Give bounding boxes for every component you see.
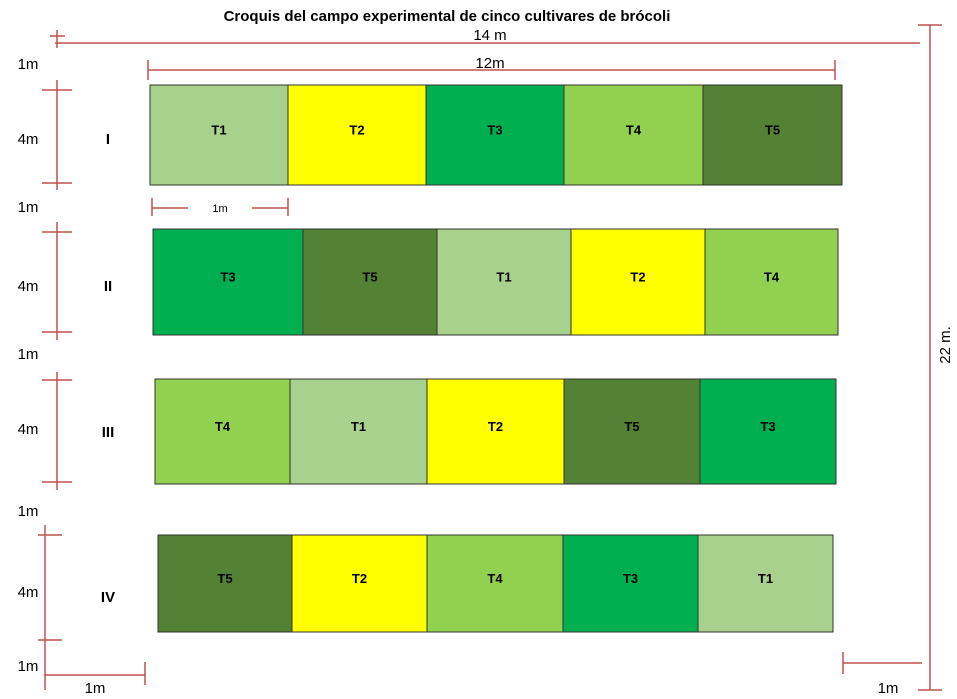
- plot-label: T2: [488, 419, 503, 434]
- plot-label: T4: [764, 269, 780, 284]
- plot: [149, 84, 289, 186]
- total-width: 14 m: [473, 27, 506, 44]
- plot-label: T3: [487, 122, 502, 137]
- side-dimension: 4m: [18, 584, 39, 601]
- plot-label: T3: [623, 571, 638, 586]
- total-length: 22 m.: [937, 326, 954, 364]
- plot-label: T4: [215, 419, 231, 434]
- bottom-right: 1m: [878, 680, 899, 697]
- plot: [287, 84, 427, 186]
- plot: [152, 228, 304, 336]
- plot-label: T5: [217, 571, 232, 586]
- plot: [426, 534, 564, 633]
- bottom-left: 1m: [85, 680, 106, 697]
- plot-label: T5: [362, 269, 377, 284]
- plots-width: 12m: [475, 55, 504, 72]
- plot-label: T3: [220, 269, 235, 284]
- plot-label: T1: [351, 419, 366, 434]
- plot: [697, 534, 834, 633]
- plot: [704, 228, 839, 336]
- block-label: I: [106, 131, 110, 148]
- plot: [289, 378, 428, 485]
- plot-label: T2: [349, 122, 364, 137]
- plot: [302, 228, 438, 336]
- plot-label: T1: [211, 122, 226, 137]
- dimension-lines: [38, 24, 942, 691]
- plot: [570, 228, 706, 336]
- plot-width: 1m: [212, 203, 227, 215]
- side-dimension: 4m: [18, 278, 39, 295]
- plot-label: T4: [626, 122, 642, 137]
- block-label: IV: [101, 589, 115, 606]
- plot-label: T1: [758, 571, 773, 586]
- side-dimension: 4m: [18, 131, 39, 148]
- plot-label: T2: [352, 571, 367, 586]
- side-dimension: 4m: [18, 421, 39, 438]
- side-dimension: 1m: [18, 503, 39, 520]
- side-dimension: 1m: [18, 658, 39, 675]
- plot-label: T5: [765, 122, 780, 137]
- plot-label: T2: [630, 269, 645, 284]
- side-dimension: 1m: [18, 346, 39, 363]
- plot: [436, 228, 572, 336]
- plot: [702, 84, 843, 186]
- plot: [426, 378, 565, 485]
- plot: [699, 378, 837, 485]
- plot: [291, 534, 428, 633]
- side-dimension: 1m: [18, 56, 39, 73]
- plot: [157, 534, 293, 633]
- plot-label: T5: [624, 419, 639, 434]
- side-dimension: 1m: [18, 199, 39, 216]
- plot: [562, 534, 699, 633]
- plot-label: T4: [487, 571, 503, 586]
- block-label: III: [102, 424, 115, 441]
- block-label: II: [104, 278, 112, 295]
- title: Croquis del campo experimental de cinco …: [224, 8, 671, 25]
- plot: [563, 378, 701, 485]
- plot-label: T3: [760, 419, 775, 434]
- plot-label: T1: [496, 269, 511, 284]
- plot: [425, 84, 565, 186]
- plot: [154, 378, 291, 485]
- plot: [563, 84, 704, 186]
